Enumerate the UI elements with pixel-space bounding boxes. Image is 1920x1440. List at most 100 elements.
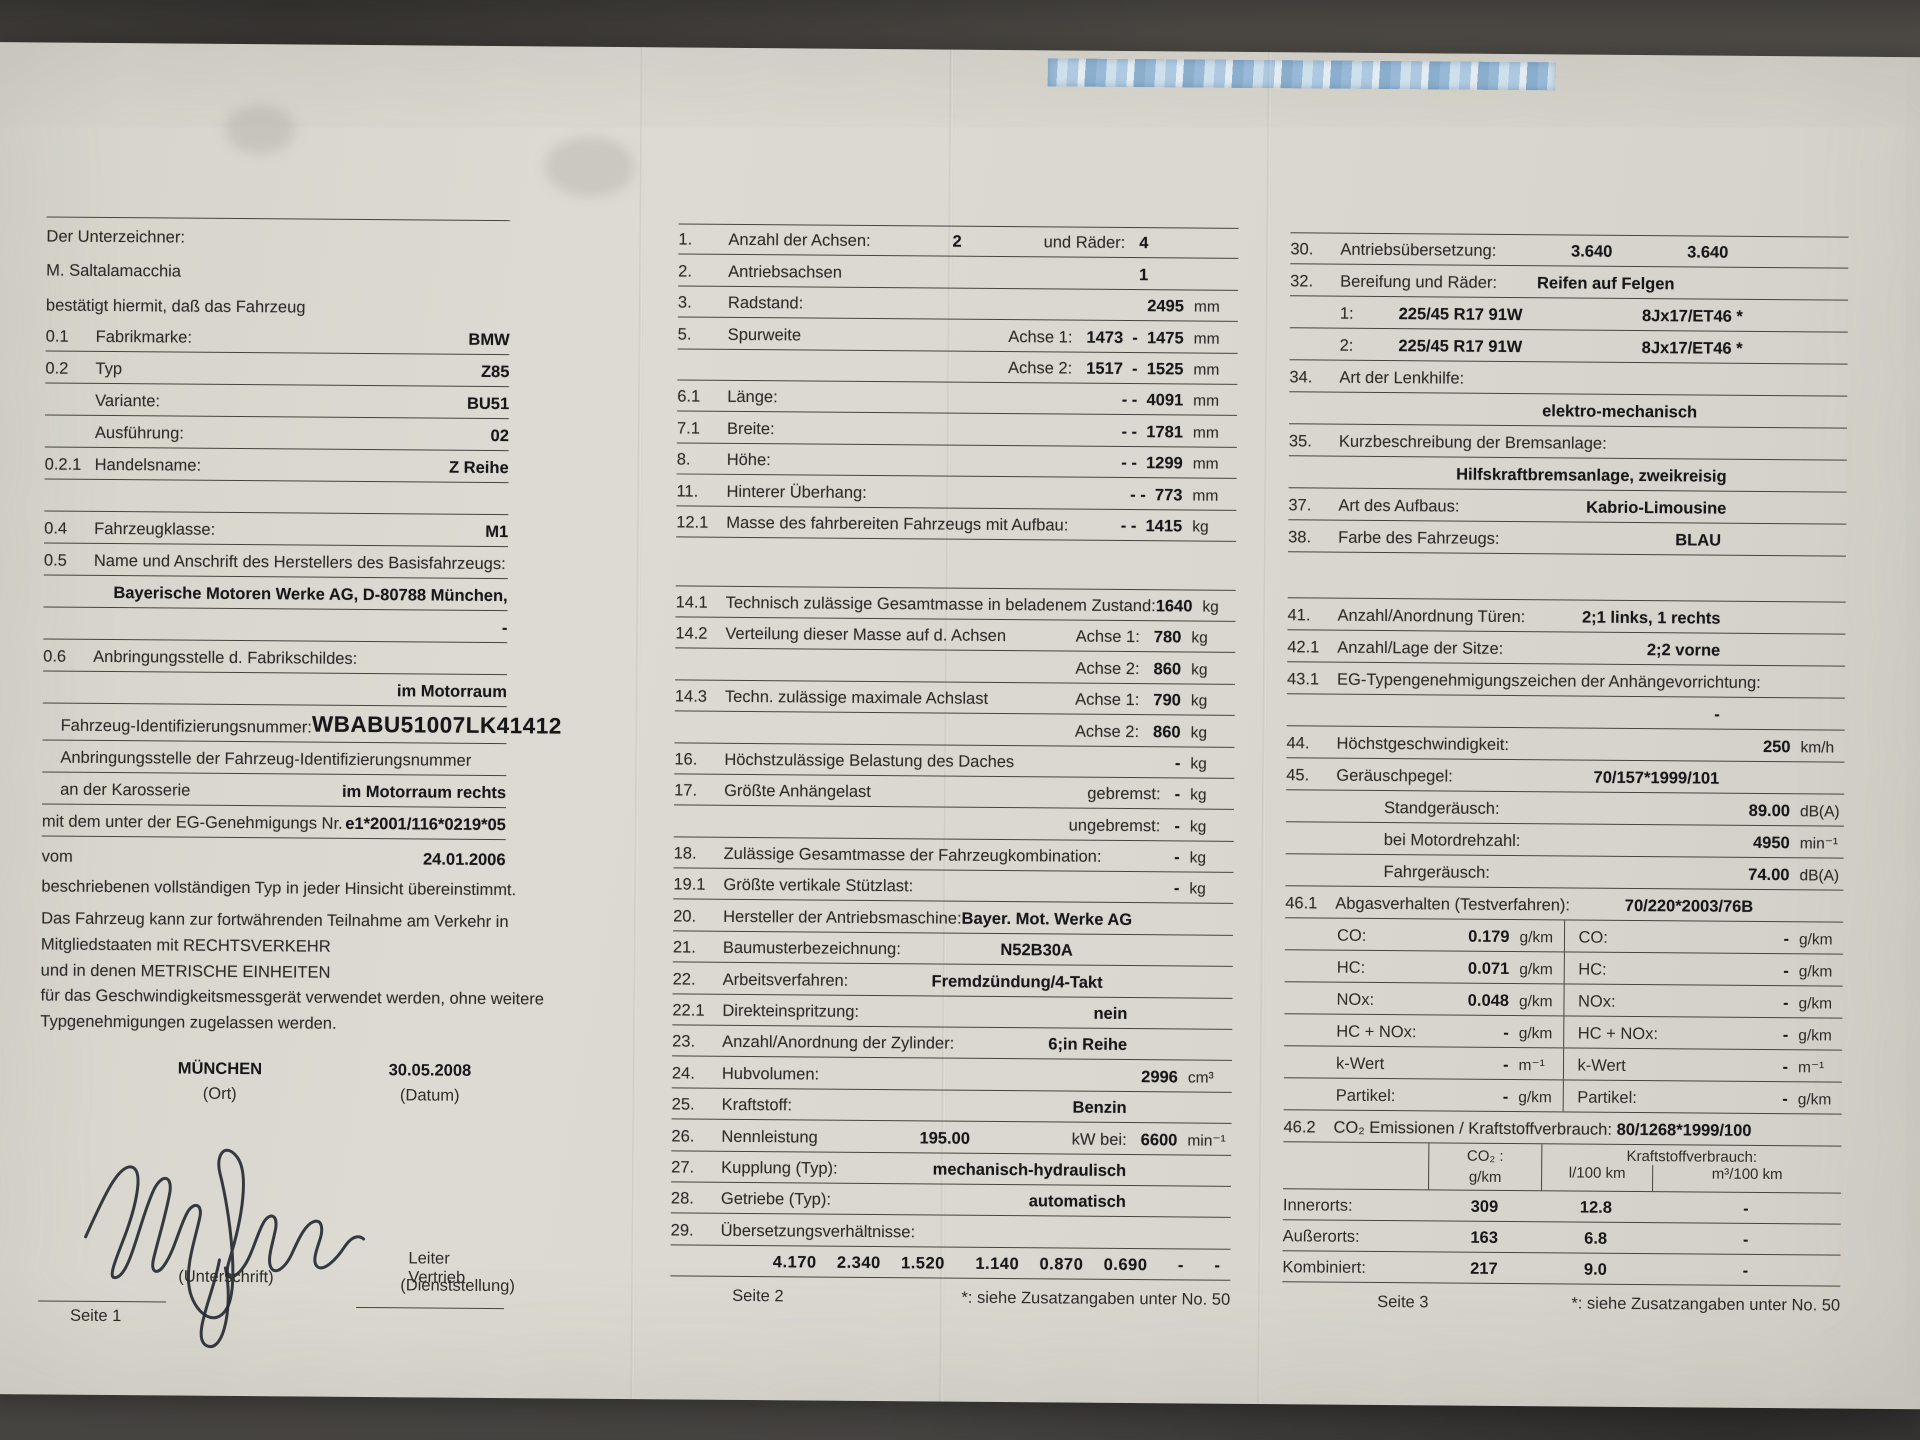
field-label: Breite: <box>726 419 775 438</box>
fuel-row-label: Kombiniert: <box>1282 1258 1366 1278</box>
form-row: 41. Anzahl/Anordnung Türen: 2;1 links, 1 r… <box>1287 598 1846 636</box>
form-row <box>675 537 1237 591</box>
emission-cell-type-approval: k-Wert - m⁻¹ <box>1283 1046 1564 1080</box>
date-stack: 30.05.2008 (Datum) <box>360 1058 500 1109</box>
field-unit: kg <box>1190 786 1207 804</box>
form-row: Achse 2: 1517 - 1525 mm <box>677 349 1238 385</box>
form-row: 22.1 Direkteinspritzung: nein <box>672 994 1233 1030</box>
field-unit: kg <box>1190 755 1207 773</box>
field-label: 1: <box>1339 304 1354 323</box>
field-number: 20. <box>673 907 697 926</box>
field-value: 02 <box>490 426 509 445</box>
field-label: Anzahl/Anordnung Türen: <box>1337 607 1526 627</box>
field-unit: kg <box>1191 661 1208 679</box>
emission-row: NOx: 0.048 g/km NOx: - g/km <box>1284 982 1843 1020</box>
form-row: Mitgliedstaaten mit RECHTSVERKEHR <box>41 933 505 962</box>
form-row: 0.5 Name und Anschrift des Herstellers de… <box>43 543 509 579</box>
form-row <box>44 479 509 515</box>
field-label: Standgeräusch: <box>1383 799 1500 819</box>
field-label: Länge: <box>727 388 778 407</box>
field-value: - - 4091 <box>1121 391 1184 410</box>
page1-rows: Der Unterzeichner: M. Saltalamacchia bestä… <box>40 216 562 1038</box>
page2-footer-label: Seite 2 <box>732 1287 784 1306</box>
field-label: Zulässige Gesamtmasse der Fahrzeugkombin… <box>723 844 1102 866</box>
field-value: BLAU <box>1675 531 1722 550</box>
form-row: 34. Art der Lenkhilfe: <box>1289 360 1848 397</box>
form-row: 5. Spurweite Achse 1: 1473 - 1475 mm <box>677 317 1238 354</box>
field-value: 80/1268*1999/100 <box>1616 1121 1752 1141</box>
field-number: 24. <box>671 1064 695 1083</box>
field-label: beschriebenen vollständigen Typ in jeder… <box>41 877 517 900</box>
consumption-subheader: l/100 km m³/100 km <box>1542 1165 1842 1193</box>
field-unit: mm <box>1193 361 1220 379</box>
form-row: 14.3 Techn. zulässige maximale Achslast Ac… <box>674 680 1235 716</box>
fuel-l100-value: 12.8 <box>1579 1198 1613 1218</box>
field-label: Verteilung dieser Masse auf d. Achsen <box>725 625 1007 646</box>
field-value: Hilfskraftbremsanlage, zweikreisig <box>1456 465 1727 486</box>
form-row: Fahrzeug-Identifizierungsnummer: WBABU510… <box>42 703 562 745</box>
field-label: Typgenehmigungen zugelassen werden. <box>40 1012 337 1033</box>
field-label: Kraftstoff: <box>721 1096 793 1115</box>
emission-label: HC: <box>1336 959 1366 978</box>
emission-label: CO: <box>1336 927 1367 946</box>
field-number: 17. <box>674 781 698 800</box>
date-caption: (Datum) <box>399 1085 460 1105</box>
field-value-prefix: Achse 1: <box>1008 327 1073 347</box>
fold-crease <box>1257 52 1272 1405</box>
field-label: Ausführung: <box>94 423 184 443</box>
form-row: 22. Arbeitsverfahren: Fremdzündung/4-Takt <box>672 962 1233 999</box>
consumption-unit-m3: m³/100 km <box>1652 1165 1842 1193</box>
field-value: 2495 <box>1147 297 1185 316</box>
field-label: 2: <box>1339 336 1354 355</box>
field-number: 12.1 <box>676 513 709 532</box>
field-number: 0.6 <box>43 647 67 666</box>
field-number: 0.2.1 <box>44 455 82 474</box>
field-label: Fahrgeräusch: <box>1383 863 1490 883</box>
field-label: Antriebsachsen <box>728 262 843 282</box>
field-value: Fremdzündung/4-Takt <box>931 972 1103 992</box>
emission-label: HC: <box>1578 960 1607 980</box>
fuel-table-header: CO₂ : g/km Kraftstoffverbrauch: l/100 km m³/… <box>1283 1142 1842 1194</box>
field-unit: mm <box>1193 392 1220 411</box>
form-row: bestätigt hiermit, daß das Fahrzeug <box>46 285 510 323</box>
position-line <box>356 1307 505 1310</box>
form-row: Hilfskraftbremsanlage, zweikreisig <box>1288 456 1847 493</box>
field-number: 3. <box>677 293 692 312</box>
form-row: 24. Hubvolumen: 2996 cm³ <box>671 1056 1233 1093</box>
field-number: 46.1 <box>1285 894 1318 913</box>
form-row: vom 24.01.2006 <box>41 837 506 874</box>
field-value: nein <box>1093 1004 1128 1024</box>
field-unit: cm³ <box>1187 1069 1214 1087</box>
field-label: Höchstgeschwindigkeit: <box>1336 735 1510 755</box>
emission-cell-second: NOx: - g/km <box>1564 985 1843 1018</box>
field-unit: mm <box>1192 455 1219 473</box>
field-label: Hinterer Überhang: <box>726 482 867 502</box>
field-value: - <box>501 618 508 637</box>
form-row: Das Fahrzeug kann zur fortwährenden Teil… <box>41 901 509 937</box>
form-row: 1: 225/45 R17 91W 8Jx17/ET46 * <box>1289 296 1849 333</box>
field-value: 2;1 links, 1 rechts <box>1581 608 1721 629</box>
field-unit: kg <box>1190 692 1208 710</box>
form-row: 30. Antriebsübersetzung: 3.640 3.640 <box>1290 232 1849 269</box>
form-row <box>1287 552 1847 604</box>
field-value: 2;2 vorne <box>1646 641 1721 661</box>
form-row: 27. Kupplung (Typ): mechanisch-hydraulisch <box>671 1151 1232 1187</box>
field-value-prefix: kW bei: <box>1071 1130 1127 1149</box>
field-number: 27. <box>671 1158 695 1177</box>
form-row: Ausführung: 02 <box>44 415 510 451</box>
fuel-table-row: Kombiniert: 217 9.0 - <box>1282 1251 1841 1287</box>
form-row: 6.1 Länge: - - 4091 mm <box>677 380 1238 417</box>
field-number: 42.1 <box>1287 638 1320 657</box>
form-row: 20. Hersteller der Antriebsmaschine: Bayer… <box>673 899 1234 936</box>
form-row: 0.4 Fahrzeugklasse: M1 <box>44 511 509 547</box>
field-label: Name und Anschrift des Herstellers des B… <box>93 551 506 573</box>
form-row: 45. Geräuschpegel: 70/157*1999/101 <box>1286 758 1845 796</box>
field-label: Arbeitsverfahren: <box>722 970 849 990</box>
handwritten-signature <box>84 1149 366 1349</box>
field-label: Technisch zulässige Gesamtmasse in belad… <box>725 593 1156 616</box>
field-number: 0.1 <box>45 327 69 346</box>
field-label: Baumusterbezeichnung: <box>722 939 901 959</box>
form-row: 46.1 Abgasverhalten (Testverfahren): 70/22… <box>1285 886 1844 924</box>
form-row: 29. Übersetzungsverhältnisse: <box>670 1213 1231 1250</box>
field-label: Fahrzeug-Identifizierungsnummer: <box>60 717 312 738</box>
